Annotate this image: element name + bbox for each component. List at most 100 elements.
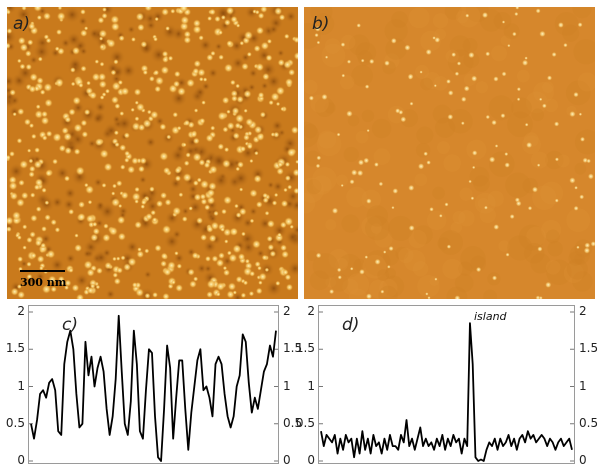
afm-a-grain xyxy=(120,86,130,96)
afm-b-texture xyxy=(574,162,587,175)
afm-b-island xyxy=(365,293,373,299)
afm-a-pit xyxy=(248,68,259,79)
afm-a-grain xyxy=(255,26,265,35)
afm-a-grain xyxy=(161,56,169,64)
afm-a-grain xyxy=(207,181,217,191)
afm-a-grain xyxy=(235,23,241,28)
afm-a-grain xyxy=(45,169,53,177)
afm-a-grain xyxy=(222,195,233,205)
afm-b-texture xyxy=(361,189,382,210)
afm-b-texture xyxy=(434,117,456,138)
afm-b-texture xyxy=(577,72,595,92)
y-tick-label-left: 1 xyxy=(307,378,315,393)
y-tick-label-left: 2 xyxy=(17,304,25,318)
afm-b-texture xyxy=(531,108,544,122)
afm-a-grain xyxy=(249,270,256,277)
afm-a-grain xyxy=(159,151,169,162)
afm-a-grain xyxy=(75,293,85,299)
afm-a-grain xyxy=(40,225,48,233)
afm-a-grain xyxy=(83,108,91,116)
afm-a-grain xyxy=(29,72,39,82)
afm-b-island xyxy=(374,258,381,266)
afm-a-grain xyxy=(290,125,298,135)
afm-a-grain xyxy=(28,85,37,94)
afm-b-island xyxy=(451,52,457,58)
afm-a-grain xyxy=(95,267,104,275)
afm-b-texture xyxy=(474,192,496,214)
afm-a-grain xyxy=(99,44,105,50)
afm-a-grain xyxy=(204,204,211,211)
afm-b-island xyxy=(491,119,498,126)
afm-a-grain xyxy=(119,110,125,117)
afm-a-grain xyxy=(112,272,119,279)
afm-a-grain xyxy=(9,89,17,96)
afm-a-grain xyxy=(283,216,294,227)
afm-a-grain xyxy=(131,192,141,202)
afm-b-island xyxy=(324,55,329,59)
afm-a-grain xyxy=(17,107,25,116)
y-tick-label-left: 1 xyxy=(17,378,25,393)
afm-b-island xyxy=(468,51,475,59)
afm-a-pit xyxy=(265,73,282,90)
afm-a-grain xyxy=(260,7,268,14)
afm-a-pit xyxy=(268,23,280,35)
afm-b-island xyxy=(544,281,552,289)
afm-a-grain xyxy=(33,184,41,191)
afm-a-grain xyxy=(110,197,121,208)
afm-b-texture xyxy=(391,11,408,28)
afm-b-island xyxy=(425,48,432,56)
afm-b-texture xyxy=(545,229,560,244)
afm-b-texture xyxy=(408,229,427,249)
afm-b-texture xyxy=(433,75,448,91)
afm-a-pit xyxy=(144,136,157,149)
afm-b-texture xyxy=(304,177,324,203)
afm-b-texture xyxy=(530,253,551,274)
afm-a-grain xyxy=(242,280,249,286)
afm-a-grain xyxy=(23,118,32,126)
afm-a-grain xyxy=(94,137,104,147)
afm-a-grain xyxy=(7,42,11,50)
afm-b-texture xyxy=(312,167,337,192)
afm-a-grain xyxy=(232,132,240,140)
afm-b-texture xyxy=(450,221,463,234)
afm-b-texture xyxy=(346,186,367,208)
afm-a-grain xyxy=(218,30,224,36)
afm-a-grain xyxy=(41,134,48,141)
afm-b-texture xyxy=(432,13,449,29)
afm-a-grain xyxy=(75,166,85,176)
afm-a-grain xyxy=(226,109,231,115)
afm-a-grain xyxy=(218,54,225,61)
afm-b-island xyxy=(364,255,369,259)
afm-a-grain xyxy=(273,131,280,138)
afm-b-island xyxy=(366,128,370,133)
afm-b-texture xyxy=(483,289,498,299)
afm-a-grain xyxy=(135,12,145,22)
afm-a-grain xyxy=(81,130,89,138)
afm-a-grain xyxy=(280,199,289,208)
afm-a-grain xyxy=(130,36,137,43)
afm-a-grain xyxy=(162,166,171,175)
afm-a-grain xyxy=(17,36,26,45)
afm-a-grain xyxy=(26,236,33,244)
afm-b-texture xyxy=(565,80,591,106)
afm-b-island xyxy=(576,245,580,250)
afm-b-island xyxy=(446,244,452,249)
afm-b-texture xyxy=(572,271,593,292)
afm-a-grain xyxy=(40,110,49,118)
afm-b-texture xyxy=(448,108,473,134)
afm-a-grain xyxy=(166,134,172,140)
afm-a-pit xyxy=(19,259,29,268)
afm-a-grain xyxy=(113,59,119,65)
afm-b-island xyxy=(573,205,579,211)
afm-a-grain xyxy=(64,116,72,124)
afm-a-grain xyxy=(234,203,239,209)
afm-b-texture xyxy=(370,223,382,234)
afm-a-grain xyxy=(140,204,146,210)
afm-b-island xyxy=(516,97,521,102)
afm-a-grain xyxy=(256,265,262,271)
afm-b-island xyxy=(336,267,342,273)
afm-b-island xyxy=(447,89,454,96)
y-tick-label-left: 2 xyxy=(307,304,315,318)
afm-a-grain xyxy=(282,269,289,276)
afm-b-island xyxy=(511,31,517,37)
